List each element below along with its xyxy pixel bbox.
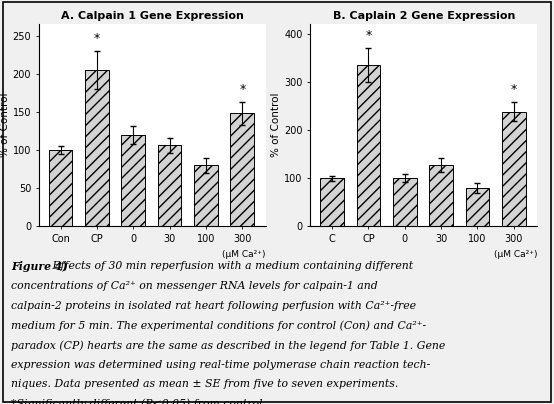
Title: B. Caplain 2 Gene Expression: B. Caplain 2 Gene Expression [332, 11, 515, 21]
Text: *: * [365, 29, 372, 42]
Text: niques. Data presented as mean ± SE from five to seven experiments.: niques. Data presented as mean ± SE from… [11, 379, 398, 389]
Bar [429, 165, 453, 226]
Bar [85, 70, 109, 226]
Bar [230, 114, 254, 226]
Y-axis label: % of Control: % of Control [271, 93, 281, 158]
Text: *: * [239, 83, 245, 96]
Text: Figure 4): Figure 4) [11, 261, 68, 272]
Text: calpain-2 proteins in isolated rat heart following perfusion with Ca²⁺-free: calpain-2 proteins in isolated rat heart… [11, 301, 416, 311]
Bar [121, 135, 145, 226]
Text: expression was determined using real-time polymerase chain reaction tech-: expression was determined using real-tim… [11, 360, 430, 370]
Bar [158, 145, 181, 226]
Text: (μM Ca²⁺): (μM Ca²⁺) [494, 250, 537, 259]
Bar [49, 150, 73, 226]
Text: *: * [94, 32, 100, 45]
Text: paradox (CP) hearts are the same as described in the legend for Table 1. Gene: paradox (CP) hearts are the same as desc… [11, 340, 445, 351]
Text: concentrations of Ca²⁺ on messenger RNA levels for calpain-1 and: concentrations of Ca²⁺ on messenger RNA … [11, 281, 378, 291]
Bar [357, 65, 380, 226]
Title: A. Calpain 1 Gene Expression: A. Calpain 1 Gene Expression [61, 11, 244, 21]
Bar [320, 178, 344, 226]
Text: Effects of 30 min reperfusion with a medium containing different: Effects of 30 min reperfusion with a med… [49, 261, 413, 271]
Bar [502, 112, 526, 226]
Text: *Significantly different (P<0.05) from control: *Significantly different (P<0.05) from c… [11, 399, 263, 404]
Text: (μM Ca²⁺): (μM Ca²⁺) [222, 250, 266, 259]
Bar [393, 178, 417, 226]
Text: *: * [511, 83, 517, 96]
Text: medium for 5 min. The experimental conditions for control (Con) and Ca²⁺-: medium for 5 min. The experimental condi… [11, 320, 426, 331]
Y-axis label: % of Control: % of Control [0, 93, 10, 158]
Bar [194, 165, 218, 226]
Bar [465, 188, 489, 226]
